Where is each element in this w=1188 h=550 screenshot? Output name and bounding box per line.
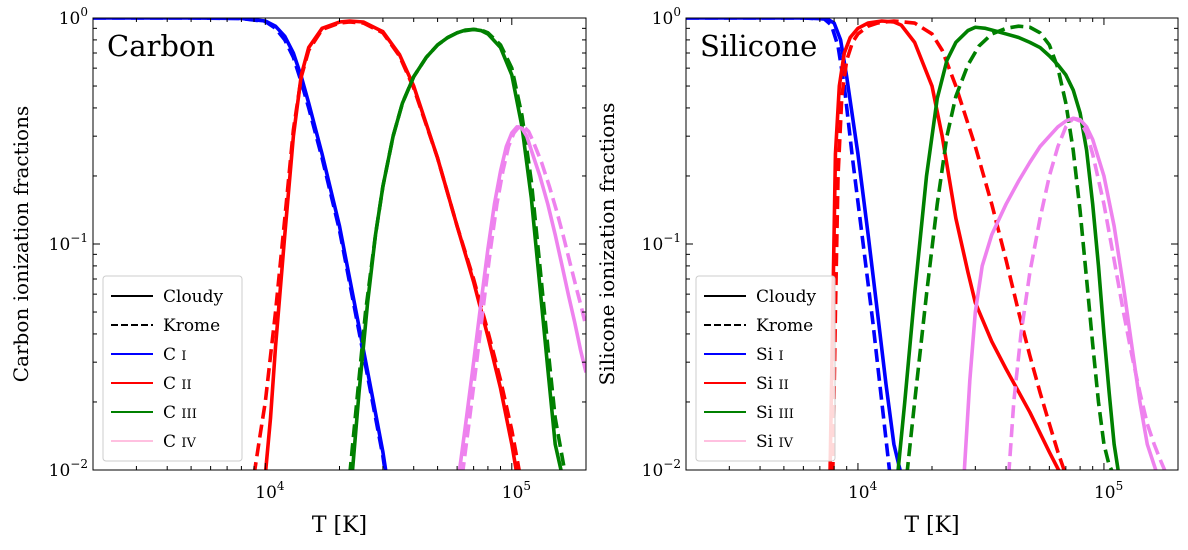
series-line-si-iii-krome	[905, 24, 1114, 470]
legend-label: Si I	[756, 345, 784, 365]
series-line-si-iii-cloudy	[896, 25, 1120, 470]
legend-label: C I	[163, 345, 187, 365]
y-axis-label: Silicone ionization fractions	[595, 103, 619, 386]
panel-title: Carbon	[107, 29, 215, 63]
legend: Cloudy Krome Si I Si II Si III Si IV	[695, 275, 836, 462]
series-line-c-iii-krome	[348, 27, 567, 470]
x-tick-label: 104	[255, 479, 285, 503]
legend-box	[695, 275, 836, 462]
panel-title: Silicone	[700, 29, 817, 63]
x-tick-label: 105	[1094, 479, 1123, 503]
legend-label: C IV	[163, 432, 197, 452]
y-axis-label: Carbon ionization fractions	[9, 106, 33, 382]
series-line-c-ii-krome	[252, 20, 521, 470]
y-tick-label: 10−2	[49, 457, 88, 481]
series-line-c-iii-cloudy	[350, 27, 563, 470]
legend-label: Si IV	[756, 432, 794, 452]
legend-label: Cloudy	[756, 287, 817, 307]
y-tick-label: 100	[652, 5, 681, 29]
chart-panel-1: 104 105 100 10−1 10−2 T [K] Silicone ionizatio…	[595, 5, 1179, 538]
x-tick-label: 105	[502, 479, 531, 503]
legend-label: Krome	[756, 316, 813, 336]
y-tick-label: 10−2	[642, 457, 681, 481]
series-line-c-i-krome	[93, 18, 387, 470]
legend-label: Si II	[756, 374, 789, 394]
series-group	[686, 18, 1167, 470]
y-tick-label: 10−1	[642, 231, 681, 255]
series-line-si-iv-krome	[1007, 116, 1167, 470]
x-tick-label: 104	[848, 479, 878, 503]
y-tick-label: 10−1	[49, 231, 88, 255]
x-axis-label: T [K]	[904, 513, 959, 538]
legend-label: Cloudy	[163, 287, 224, 307]
x-axis-label: T [K]	[312, 513, 367, 538]
series-line-si-iv-cloudy	[962, 116, 1158, 470]
series-line-si-ii-krome	[831, 19, 1067, 470]
legend-label: Krome	[163, 316, 220, 336]
series-group	[93, 18, 586, 470]
chart-panel-0: 104 105 100 10−1 10−2 T [K] Carbon ionization …	[9, 5, 587, 538]
legend: Cloudy Krome C I C II C III C IV	[102, 275, 243, 462]
legend-box	[102, 275, 243, 462]
series-line-c-iv-cloudy	[457, 125, 586, 470]
legend-label: Si III	[756, 403, 794, 423]
series-line-c-iv-krome	[461, 125, 586, 470]
legend-label: C II	[163, 374, 192, 394]
series-line-si-ii-cloudy	[828, 19, 1061, 470]
y-tick-label: 100	[59, 5, 88, 29]
legend-label: C III	[163, 403, 197, 423]
